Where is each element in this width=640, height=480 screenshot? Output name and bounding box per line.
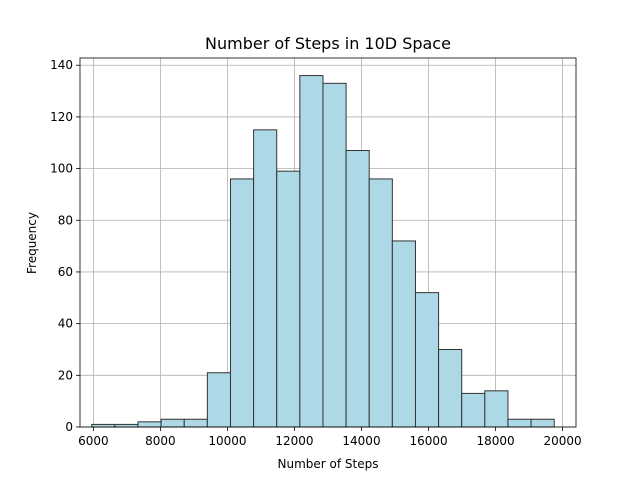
- histogram-bars: [91, 75, 555, 428]
- axes: [79, 57, 577, 428]
- histogram-bar: [461, 392, 486, 428]
- y-axis-ticks: 0 20 40 60 80 100 120 140: [50, 58, 80, 434]
- y-tick-label: 60: [58, 265, 73, 279]
- x-tick-label: 10000: [208, 434, 246, 448]
- x-tick-label: 6000: [78, 434, 109, 448]
- y-tick-label: 80: [58, 213, 73, 227]
- histogram-bar: [484, 390, 509, 428]
- histogram-bar: [438, 348, 463, 428]
- y-tick-label: 0: [65, 420, 73, 434]
- plot-frame: [79, 57, 577, 428]
- histogram-bar: [414, 292, 440, 428]
- x-tick-label: 16000: [409, 434, 447, 448]
- histogram-bar: [530, 418, 555, 428]
- y-tick-label: 120: [50, 110, 73, 124]
- histogram-bar: [345, 150, 370, 428]
- x-tick-label: 18000: [476, 434, 514, 448]
- x-axis-label: Number of Steps: [278, 457, 379, 471]
- y-tick-label: 140: [50, 58, 73, 72]
- x-tick-label: 14000: [342, 434, 380, 448]
- x-tick-label: 8000: [145, 434, 176, 448]
- histogram-bar: [368, 178, 393, 428]
- histogram-bar: [253, 129, 278, 428]
- histogram-bar: [391, 240, 416, 428]
- y-axis-label: Frequency: [25, 212, 39, 274]
- histogram-bar: [276, 170, 301, 428]
- x-axis-ticks: 6000 8000 10000 12000 14000 16000 18000 20000: [78, 427, 582, 448]
- histogram-bar: [160, 418, 185, 428]
- histogram-bar: [137, 421, 162, 428]
- y-tick-label: 100: [50, 162, 73, 176]
- y-tick-label: 20: [58, 368, 73, 382]
- histogram-bar: [229, 178, 255, 428]
- histogram-bar: [322, 82, 347, 428]
- histogram-bar: [183, 418, 208, 428]
- y-tick-label: 40: [58, 317, 73, 331]
- chart-title: Number of Steps in 10D Space: [205, 34, 451, 53]
- histogram-bar: [299, 75, 324, 428]
- histogram-bar: [206, 372, 231, 428]
- x-tick-label: 20000: [544, 434, 582, 448]
- histogram-bar: [507, 418, 532, 428]
- x-tick-label: 12000: [275, 434, 313, 448]
